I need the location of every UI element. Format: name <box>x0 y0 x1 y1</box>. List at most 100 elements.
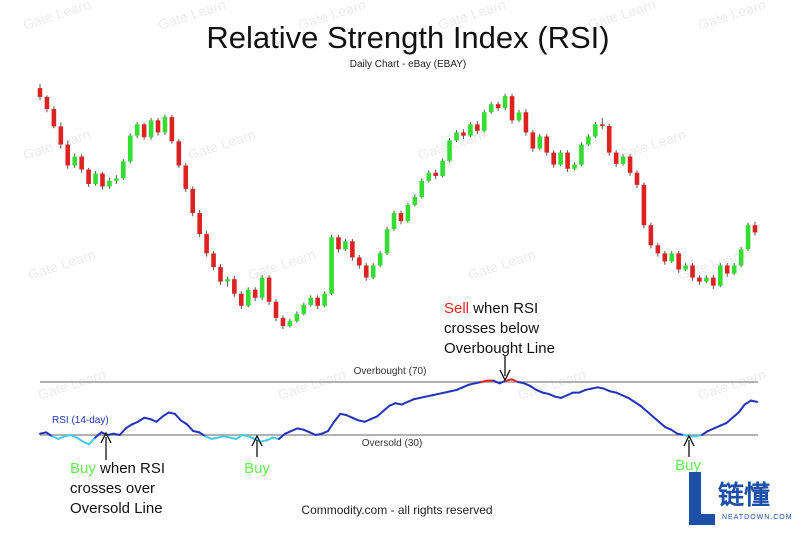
rsi-segment <box>645 410 654 418</box>
rsi-segment <box>523 382 532 387</box>
candle-body-up <box>412 196 418 205</box>
buy-arrow-3 <box>683 434 695 457</box>
rsi-segment <box>302 428 311 434</box>
candle <box>363 263 369 281</box>
candle <box>495 101 501 111</box>
candle <box>211 250 216 271</box>
candle <box>475 121 480 135</box>
candle <box>51 106 57 129</box>
candle-body-down <box>350 241 355 258</box>
rsi-segment <box>351 416 360 422</box>
rsi-segment <box>480 379 489 383</box>
candle-body-up <box>537 136 543 149</box>
candle <box>294 311 300 323</box>
candle-body-down <box>79 156 84 170</box>
candle <box>572 162 577 171</box>
rsi-segment <box>443 390 452 394</box>
watermark-text: Gate Learn <box>186 126 258 163</box>
candle <box>662 250 668 265</box>
candle <box>232 275 237 297</box>
rsi-segment <box>529 384 538 391</box>
candle-body-up <box>481 112 487 131</box>
candle <box>37 84 43 101</box>
candle <box>558 150 563 167</box>
candle-body-down <box>530 132 536 149</box>
candle <box>704 275 709 284</box>
rsi-segment <box>731 411 740 419</box>
candle <box>114 175 119 185</box>
oversold-label: Oversold (30) <box>362 438 423 449</box>
rsi-segment <box>137 416 146 423</box>
rsi-segment <box>455 386 464 391</box>
rsi-segment <box>339 412 348 417</box>
candle <box>259 275 265 301</box>
rsi-segment <box>725 416 734 425</box>
candle <box>398 210 404 225</box>
candle <box>79 154 84 173</box>
candle <box>301 302 307 316</box>
candle-body-up <box>370 265 376 278</box>
candle-body-down <box>544 136 550 153</box>
rsi-segment <box>271 436 280 440</box>
candle-body-down <box>65 144 71 166</box>
candle-body-up <box>377 253 383 266</box>
candle <box>273 299 279 322</box>
candle-body-down <box>155 120 161 133</box>
rsi-segment <box>382 404 391 413</box>
candle <box>134 121 140 139</box>
candle-body-up <box>225 279 230 282</box>
logo-en-text: NEATDOWN.COM <box>722 514 793 521</box>
rsi-segment <box>547 392 556 398</box>
rsi-segment <box>676 432 685 436</box>
candle <box>745 222 751 251</box>
rsi-segment <box>235 434 244 440</box>
candle <box>107 177 112 189</box>
candle-body-up <box>322 293 327 306</box>
sell-annotation-line2: crosses below <box>444 320 539 337</box>
rsi-segment <box>467 382 477 386</box>
rsi-segment <box>118 427 127 436</box>
rsi-segment <box>75 436 84 443</box>
candle <box>461 129 466 139</box>
brand-logo: 链懂 NEATDOWN.COM <box>689 472 793 525</box>
rsi-segment <box>498 379 507 385</box>
candle-body-down <box>176 141 182 166</box>
candle <box>551 150 556 168</box>
rsi-segment <box>143 416 152 421</box>
candle <box>537 134 543 151</box>
candle-body-up <box>134 124 140 136</box>
candle-body-up <box>454 132 459 141</box>
rsi-segment <box>627 396 636 403</box>
rsi-segment <box>425 394 434 398</box>
rsi-segment <box>670 428 679 435</box>
candle <box>336 234 341 253</box>
candle <box>711 275 716 289</box>
buy-annotation-line1: Buy when RSI <box>70 460 165 477</box>
candle-body-down <box>433 172 438 176</box>
candle <box>72 153 78 168</box>
candle <box>697 275 702 285</box>
candle <box>252 287 258 301</box>
rsi-segment <box>737 403 746 414</box>
candle-body-down <box>711 277 716 286</box>
candle-body-up <box>468 124 473 136</box>
candle-body-down <box>475 124 480 131</box>
candle-body-down <box>44 96 50 110</box>
candle-body-down <box>86 169 91 185</box>
buy-arrow-1 <box>100 431 112 460</box>
candle <box>488 101 494 114</box>
watermark-text: Gate Learn <box>676 246 748 283</box>
candle <box>586 134 591 147</box>
rsi-segment <box>296 427 305 431</box>
candle-body-down <box>551 152 556 165</box>
buy-annotation-line2: crosses over <box>70 480 155 497</box>
rsi-segment <box>700 430 709 436</box>
chart-title: Relative Strength Index (RSI) <box>206 20 609 55</box>
candle-body-down <box>183 165 189 189</box>
candle-body-up <box>447 140 452 161</box>
rsi-segment <box>265 436 274 442</box>
candle <box>412 194 418 207</box>
candle <box>350 238 355 261</box>
rsi-segment <box>57 435 66 440</box>
